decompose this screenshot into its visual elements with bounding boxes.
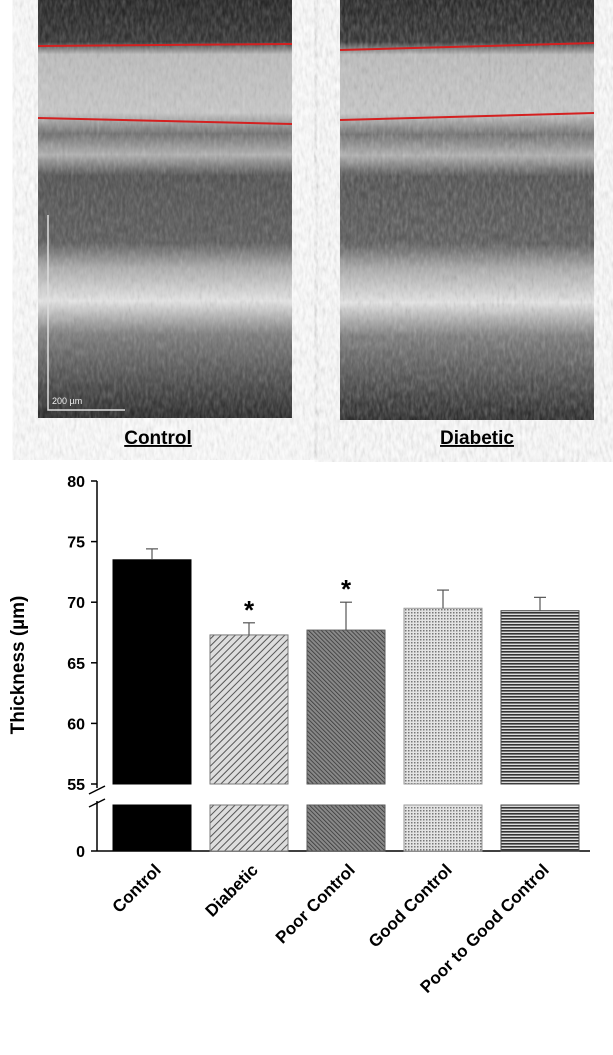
significance-label: * xyxy=(341,574,352,604)
bar xyxy=(306,629,386,785)
oct-image-diabetic xyxy=(339,0,595,420)
bar-base xyxy=(306,804,386,852)
scale-bar-label: 200 µm xyxy=(52,396,82,406)
bar xyxy=(209,634,289,785)
axis-break xyxy=(88,785,106,795)
significance-label: * xyxy=(244,595,255,625)
y-axis-label: Thickness (µm) xyxy=(8,596,29,735)
y-tick-label: 65 xyxy=(67,656,85,673)
bar xyxy=(112,559,192,785)
bar-base xyxy=(112,804,192,852)
x-tick-label: Diabetic xyxy=(202,860,262,920)
x-tick-label: Good Control xyxy=(365,860,456,951)
y-tick-label: 80 xyxy=(67,474,85,491)
bar-base xyxy=(403,804,483,852)
bar xyxy=(403,607,483,785)
axis-break xyxy=(88,798,106,808)
y-tick-label: 70 xyxy=(67,595,85,612)
image-label: Diabetic xyxy=(440,428,514,449)
y-tick-label: 0 xyxy=(76,844,85,861)
bar xyxy=(500,610,580,785)
bar-base xyxy=(500,804,580,852)
x-tick-label: Control xyxy=(109,860,165,916)
y-tick-label: 75 xyxy=(67,535,85,552)
y-tick-label: 60 xyxy=(67,716,85,733)
bar-base xyxy=(209,804,289,852)
image-label: Control xyxy=(124,428,192,449)
y-tick-label: 55 xyxy=(67,777,85,794)
x-tick-label: Poor Control xyxy=(272,860,359,947)
oct-image-control: 200 µm xyxy=(37,0,293,418)
